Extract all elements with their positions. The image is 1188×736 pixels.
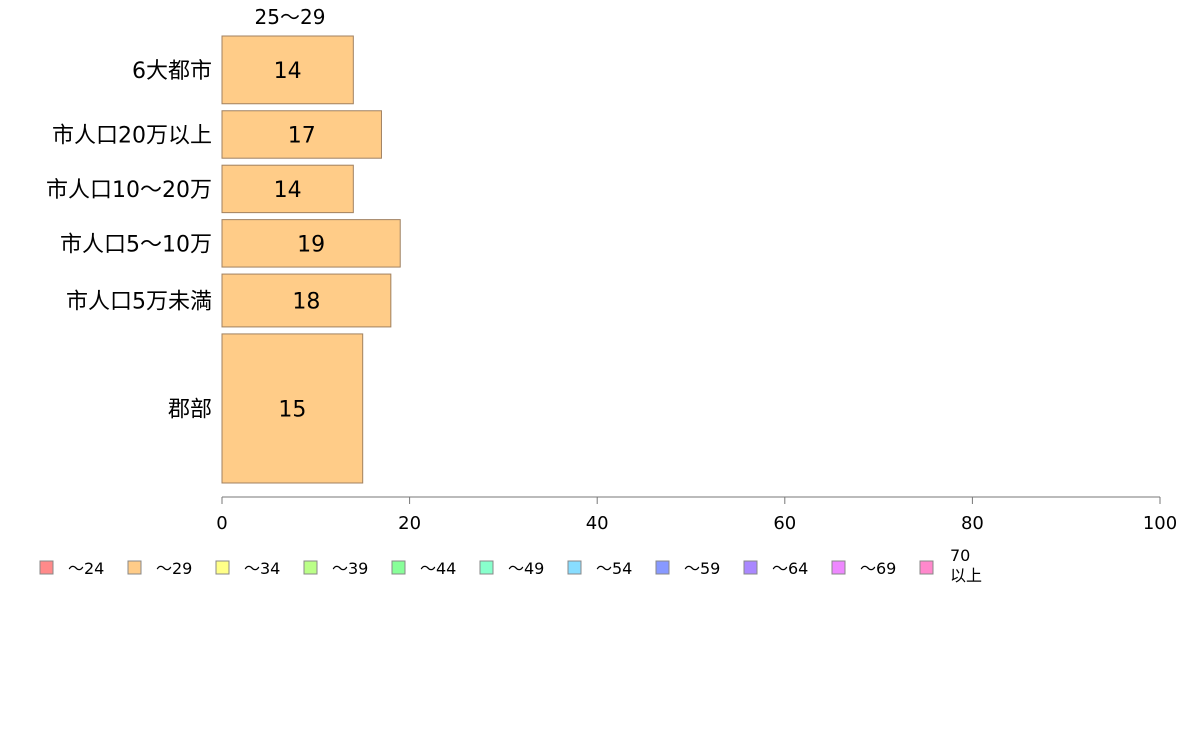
- legend-swatch: [479, 560, 494, 575]
- legend-swatch: [567, 560, 582, 575]
- legend-swatch: [215, 560, 230, 575]
- category-label: 市人口10〜20万: [46, 178, 212, 203]
- legend-label: 〜49: [508, 559, 544, 578]
- bar: [221, 164, 354, 214]
- legend-label: 〜29: [156, 559, 192, 578]
- bar: [221, 333, 364, 484]
- x-tick-label: 0: [216, 513, 227, 534]
- legend-swatch: [391, 560, 406, 575]
- legend-swatch: [655, 560, 670, 575]
- legend-swatch: [127, 560, 142, 575]
- category-label: 市人口20万以上: [52, 123, 212, 148]
- category-label: 6大都市: [132, 59, 212, 84]
- legend-label: 〜44: [420, 559, 456, 578]
- bar-value-label: 14: [274, 59, 302, 84]
- legend-swatch: [831, 560, 846, 575]
- legend-label: 〜59: [684, 559, 720, 578]
- legend-label: 〜69: [860, 559, 896, 578]
- legend-swatch: [303, 560, 318, 575]
- bar-value-label: 18: [292, 289, 320, 314]
- bar: [221, 110, 382, 159]
- legend-label: 〜54: [596, 559, 632, 578]
- x-tick-label: 60: [773, 513, 796, 534]
- plot-area: 25〜29 6大都市 14 市人口20万以上 17 市人口10〜20万 14 市人口5〜10万…: [46, 5, 1177, 534]
- bar-value-label: 19: [297, 232, 325, 257]
- bar-value-label: 17: [288, 123, 316, 148]
- bar-value-label: 15: [278, 397, 306, 422]
- bar-value-label: 14: [274, 178, 302, 203]
- legend-label: 〜39: [332, 559, 368, 578]
- legend-label: 70: [950, 546, 970, 565]
- category-label: 市人口5万未満: [66, 289, 212, 314]
- legend-label: 以上: [950, 566, 982, 585]
- x-tick-label: 100: [1143, 513, 1177, 534]
- x-tick-label: 40: [586, 513, 609, 534]
- x-tick-label: 80: [961, 513, 984, 534]
- legend-label: 〜24: [68, 559, 104, 578]
- bar: [221, 273, 392, 328]
- legend-label: 〜34: [244, 559, 280, 578]
- legend-swatch: [743, 560, 758, 575]
- x-tick-label: 20: [398, 513, 421, 534]
- category-label: 郡部: [168, 397, 212, 422]
- category-label: 市人口5〜10万: [60, 232, 212, 257]
- bar: [221, 35, 354, 105]
- legend-label: 〜64: [772, 559, 808, 578]
- bar: [221, 219, 401, 268]
- legend-swatch: [919, 560, 934, 575]
- series-header: 25〜29: [255, 5, 326, 29]
- legend-swatch: [39, 560, 54, 575]
